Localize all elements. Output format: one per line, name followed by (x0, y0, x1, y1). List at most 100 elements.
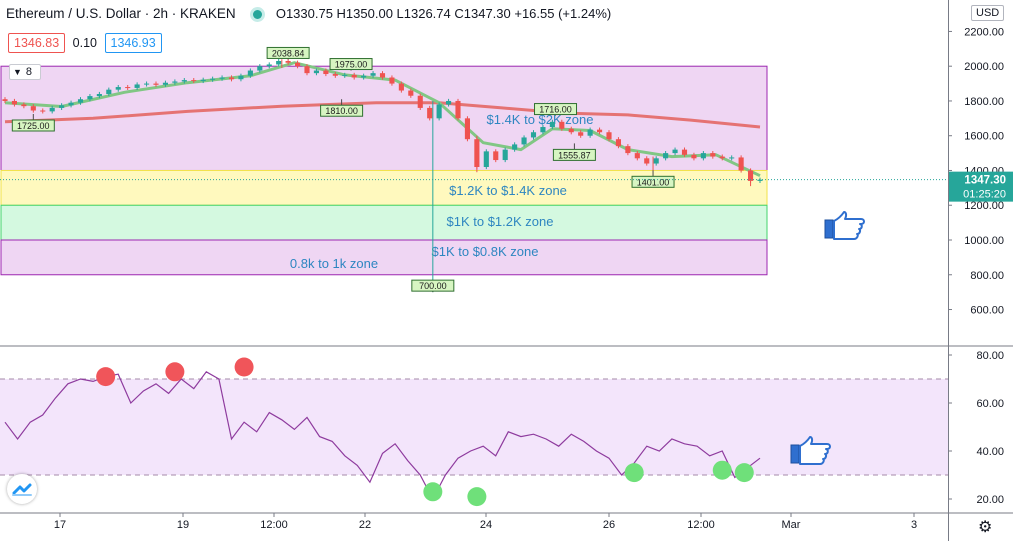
zone-label-3: $1K to $0.8K zone (432, 244, 539, 259)
zone-label-2: $1K to $1.2K zone (447, 214, 554, 229)
candle-body-48 (455, 100, 461, 119)
candle-body-77 (729, 157, 735, 159)
candle-body-25 (238, 75, 244, 80)
candle-body-51 (483, 151, 489, 168)
price-label-3: 1810.00 (325, 106, 358, 116)
label-box-5 (552, 148, 596, 161)
price-zones: $1.4K to $2K zone $1.2K to $1.4K zone $1K … (0, 65, 768, 276)
candle-body-75 (710, 153, 716, 157)
time-tick-4: 24 (480, 519, 492, 531)
candle-body-42 (398, 83, 404, 91)
time-tick-5: 26 (603, 519, 615, 531)
osc-tick-0: 80.00 (976, 350, 1004, 362)
thumbs-up-icon (790, 436, 831, 465)
indicators-toggle[interactable]: ▼ 8 (9, 64, 41, 80)
candle-body-66 (625, 146, 631, 154)
time-tick-0: 17 (54, 519, 66, 531)
price-tick-1: 2000.00 (964, 61, 1004, 73)
zone-label-0: $1.4K to $2K zone (487, 112, 594, 127)
candle-body-2 (21, 104, 27, 107)
label-box-3 (320, 104, 364, 117)
candle-body-69 (653, 158, 659, 164)
candle-body-35 (332, 74, 338, 76)
candle-body-14 (134, 84, 140, 88)
candle-body-59 (559, 121, 565, 129)
time-tick-7: Mar (782, 519, 801, 531)
candle-body-52 (493, 151, 499, 161)
candle-body-76 (719, 156, 725, 159)
currency-button[interactable]: USD (971, 5, 1005, 21)
time-tick-1: 19 (177, 519, 189, 531)
candle-body-1 (11, 100, 18, 105)
gear-icon[interactable]: ⚙ (978, 519, 993, 536)
candle-body-6 (59, 105, 65, 108)
zone-rect-1 (0, 169, 768, 206)
candle-body-41 (389, 77, 395, 84)
countdown-value: 01:25:20 (963, 189, 1006, 201)
time-tick-2: 12:00 (260, 519, 288, 531)
candle-body-80 (757, 179, 763, 181)
osc-line (4, 371, 761, 501)
tradingview-logo-icon[interactable] (7, 474, 37, 504)
candle-body-24 (228, 77, 235, 80)
label-box-6 (631, 175, 675, 188)
ohlc-readout: O1330.75 H1350.00 L1326.74 C1347.30 +16.… (275, 6, 612, 21)
label-box-0 (266, 46, 310, 59)
price-tick-6: 1000.00 (964, 235, 1004, 247)
label-box-7 (411, 279, 455, 292)
candle-body-46 (436, 104, 442, 119)
overbought-marker-2 (234, 357, 254, 377)
candle-body-26 (247, 70, 253, 76)
candle-body-23 (219, 77, 225, 79)
candle-body-33 (313, 70, 320, 74)
price-tick-0: 2200.00 (964, 26, 1004, 38)
candle-body-53 (502, 149, 508, 161)
candle-body-13 (125, 87, 131, 89)
thumbs-up-hand-1 (799, 436, 831, 465)
candle-body-34 (323, 70, 329, 75)
candle-body-57 (540, 127, 546, 133)
thumbs-up-cuff-1 (790, 444, 800, 464)
candle-body-49 (464, 118, 471, 140)
candle-body-17 (162, 82, 169, 85)
candle-body-38 (361, 75, 367, 78)
icons (790, 211, 865, 465)
overbought-marker-0 (96, 367, 116, 387)
candle-body-45 (427, 107, 433, 119)
candle-body-15 (143, 83, 150, 85)
thumbs-up-hand-0 (833, 211, 865, 240)
oversold-marker-0 (423, 482, 443, 502)
last-price-value: 1347.30 (964, 175, 1006, 187)
buy-button[interactable]: 1346.93 (104, 33, 162, 53)
candle-body-29 (276, 60, 282, 65)
candle-body-60 (568, 128, 574, 133)
candle-body-30 (285, 60, 291, 63)
candle-body-21 (200, 79, 206, 81)
oscillator-pane (0, 357, 948, 507)
candle-body-28 (266, 64, 272, 67)
price-labels: 2038.84 1725.00 1975.00 1810.00 1716.00 1555.… (11, 46, 675, 293)
zone-annotation: 0.8k to 1k zone (290, 256, 378, 271)
label-box-1 (11, 119, 55, 132)
oversold-marker-4 (734, 463, 754, 483)
candle-body-72 (681, 149, 688, 155)
candle-body-55 (521, 137, 527, 145)
price-label-2: 1975.00 (335, 60, 368, 70)
osc-tick-3: 20.00 (976, 494, 1004, 506)
market-status-dot (253, 10, 263, 20)
zone-rect-0 (0, 65, 768, 171)
candle-body-78 (738, 157, 744, 171)
indicator-count: 8 (25, 66, 33, 78)
osc-band (0, 379, 948, 475)
candle-body-40 (379, 73, 386, 78)
price-tick-5: 1200.00 (964, 200, 1004, 212)
candle-body-16 (153, 83, 159, 85)
sell-button[interactable]: 1346.83 (8, 33, 66, 53)
candle-body-8 (77, 99, 84, 103)
candle-body-20 (191, 80, 197, 82)
candle-body-18 (172, 81, 178, 83)
symbol-title[interactable]: Ethereum / U.S. Dollar · 2h · KRAKEN (6, 6, 236, 21)
price-label-1: 1725.00 (17, 121, 50, 131)
time-tick-3: 22 (359, 519, 371, 531)
